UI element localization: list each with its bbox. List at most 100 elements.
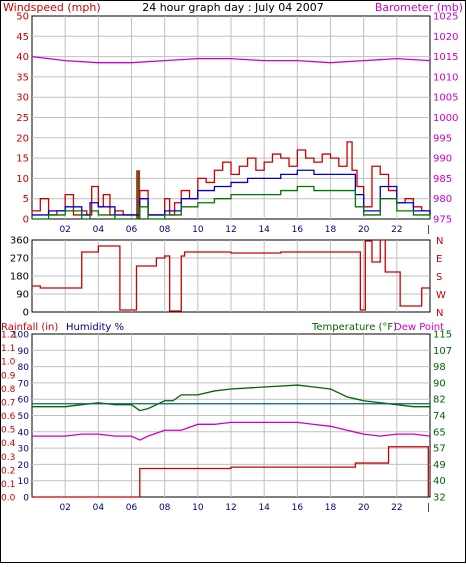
x-tick-label: | bbox=[427, 225, 430, 235]
x-tick-label: 14 bbox=[258, 225, 270, 235]
x-tick-label: 10 bbox=[192, 225, 204, 235]
y-tick-label: 90 bbox=[16, 290, 29, 301]
humidity-tick-label: 50 bbox=[18, 412, 30, 422]
x-tick-label: 16 bbox=[292, 503, 304, 513]
chart-title: 24 hour graph day : July 04 2007 bbox=[142, 1, 324, 14]
y2-tick-label: 90 bbox=[433, 378, 446, 389]
rain-tick-label: 0.5 bbox=[1, 426, 15, 436]
x-tick-label: 14 bbox=[258, 503, 270, 513]
y-tick-label: 25 bbox=[16, 113, 29, 124]
y2-tick-label: 975 bbox=[433, 215, 452, 226]
barometer-axis-label: Barometer (mb) bbox=[375, 1, 463, 14]
series-lines bbox=[31, 55, 431, 498]
windspeed-axis-label: Windspeed (mph) bbox=[3, 1, 101, 14]
y2-tick-label: 1000 bbox=[433, 113, 458, 124]
x-tick-label: 04 bbox=[93, 503, 105, 513]
x-tick-label: | bbox=[427, 503, 430, 513]
y2-tick-label: 32 bbox=[433, 493, 446, 504]
humidity-tick-label: 100 bbox=[12, 331, 29, 341]
y-tick-label: 35 bbox=[16, 72, 29, 83]
series-wind-direction bbox=[32, 239, 430, 312]
rain-tick-label: 1.2 bbox=[1, 331, 15, 341]
humidity-tick-label: 70 bbox=[18, 379, 30, 389]
y-tick-label: 40 bbox=[16, 52, 29, 63]
y2-tick-label: 74 bbox=[433, 411, 446, 422]
y-tick-label: 45 bbox=[16, 32, 29, 43]
x-tick-label: 18 bbox=[325, 225, 337, 235]
x-tick-label: 06 bbox=[126, 225, 138, 235]
humidity-tick-label: 0 bbox=[23, 494, 29, 504]
compass-label: W bbox=[436, 290, 446, 301]
x-tick-label: 12 bbox=[225, 225, 236, 235]
compass-label: N bbox=[436, 236, 443, 247]
series-rain bbox=[32, 446, 429, 498]
series-wind bbox=[32, 141, 431, 216]
y2-tick-label: 65 bbox=[433, 427, 446, 438]
series-temp bbox=[32, 384, 430, 412]
compass-label: N bbox=[436, 308, 443, 319]
y2-tick-label: 115 bbox=[433, 330, 452, 341]
x-tick-label: 22 bbox=[391, 503, 402, 513]
humidity-tick-label: 80 bbox=[18, 363, 30, 373]
y-tick-label: 270 bbox=[10, 254, 29, 265]
y2-tick-label: 1025 bbox=[433, 12, 458, 23]
grid-lines bbox=[32, 16, 430, 497]
y2-tick-label: 1015 bbox=[433, 52, 458, 63]
x-tick-label: 20 bbox=[358, 225, 370, 235]
x-tick-label: 22 bbox=[391, 225, 402, 235]
y-tick-label: 10 bbox=[16, 174, 29, 185]
x-tick-label: 16 bbox=[292, 225, 304, 235]
tick-labels: 02 04 06 08 10 12 14 16 18 20 22 | 02 04 06 08 10 12 14 16 1… bbox=[1, 12, 458, 514]
series-wind_avg bbox=[32, 169, 431, 216]
series-dew bbox=[32, 421, 431, 441]
rain-tick-label: 0.8 bbox=[1, 385, 16, 395]
rain-tick-label: 0.1 bbox=[1, 480, 15, 490]
rain-tick-label: 0.4 bbox=[1, 439, 16, 449]
y2-tick-label: 98 bbox=[433, 362, 446, 373]
rain-tick-label: 1.0 bbox=[1, 358, 16, 368]
y2-tick-label: 107 bbox=[433, 346, 452, 357]
x-tick-label: 06 bbox=[126, 503, 138, 513]
x-tick-label: 18 bbox=[325, 503, 337, 513]
y2-tick-label: 57 bbox=[433, 444, 446, 455]
dew-point-axis-label: Dew Point bbox=[394, 322, 444, 333]
y2-tick-label: 1005 bbox=[433, 93, 458, 104]
y-tick-label: 5 bbox=[23, 194, 29, 205]
x-tick-label: 02 bbox=[59, 225, 70, 235]
y-tick-label: 0 bbox=[23, 215, 29, 226]
rainfall-axis-label: Rainfall (in) bbox=[1, 322, 58, 333]
compass-label: S bbox=[436, 272, 442, 283]
rain-tick-label: 0.6 bbox=[1, 412, 16, 422]
series-wind_low bbox=[32, 185, 431, 220]
y2-tick-label: 1010 bbox=[433, 72, 458, 83]
x-tick-label: 02 bbox=[59, 503, 70, 513]
humidity-tick-label: 60 bbox=[18, 396, 30, 406]
y2-tick-label: 49 bbox=[433, 460, 446, 471]
y-tick-label: 360 bbox=[10, 236, 29, 247]
y-tick-label: 20 bbox=[16, 133, 29, 144]
y-tick-label: 180 bbox=[10, 272, 29, 283]
x-tick-label: 12 bbox=[225, 503, 236, 513]
y-tick-label: 30 bbox=[16, 93, 29, 104]
series-baro bbox=[31, 55, 431, 64]
humidity-tick-label: 40 bbox=[18, 428, 30, 438]
y2-tick-label: 82 bbox=[433, 395, 446, 406]
y-tick-label: 0 bbox=[23, 308, 29, 319]
x-tick-label: 04 bbox=[93, 225, 105, 235]
humidity-tick-label: 30 bbox=[18, 445, 30, 455]
rain-tick-label: 0.9 bbox=[1, 371, 16, 381]
rain-tick-label: 0.0 bbox=[1, 494, 16, 504]
rain-tick-label: 1.1 bbox=[1, 344, 15, 354]
compass-label: E bbox=[436, 254, 442, 265]
y2-tick-label: 985 bbox=[433, 174, 452, 185]
y2-tick-label: 990 bbox=[433, 154, 452, 165]
rain-tick-label: 0.3 bbox=[1, 453, 15, 463]
y2-tick-label: 40 bbox=[433, 476, 446, 487]
y-tick-label: 50 bbox=[16, 12, 29, 23]
x-tick-label: 20 bbox=[358, 503, 370, 513]
y2-tick-label: 995 bbox=[433, 133, 452, 144]
humidity-tick-label: 20 bbox=[18, 461, 30, 471]
